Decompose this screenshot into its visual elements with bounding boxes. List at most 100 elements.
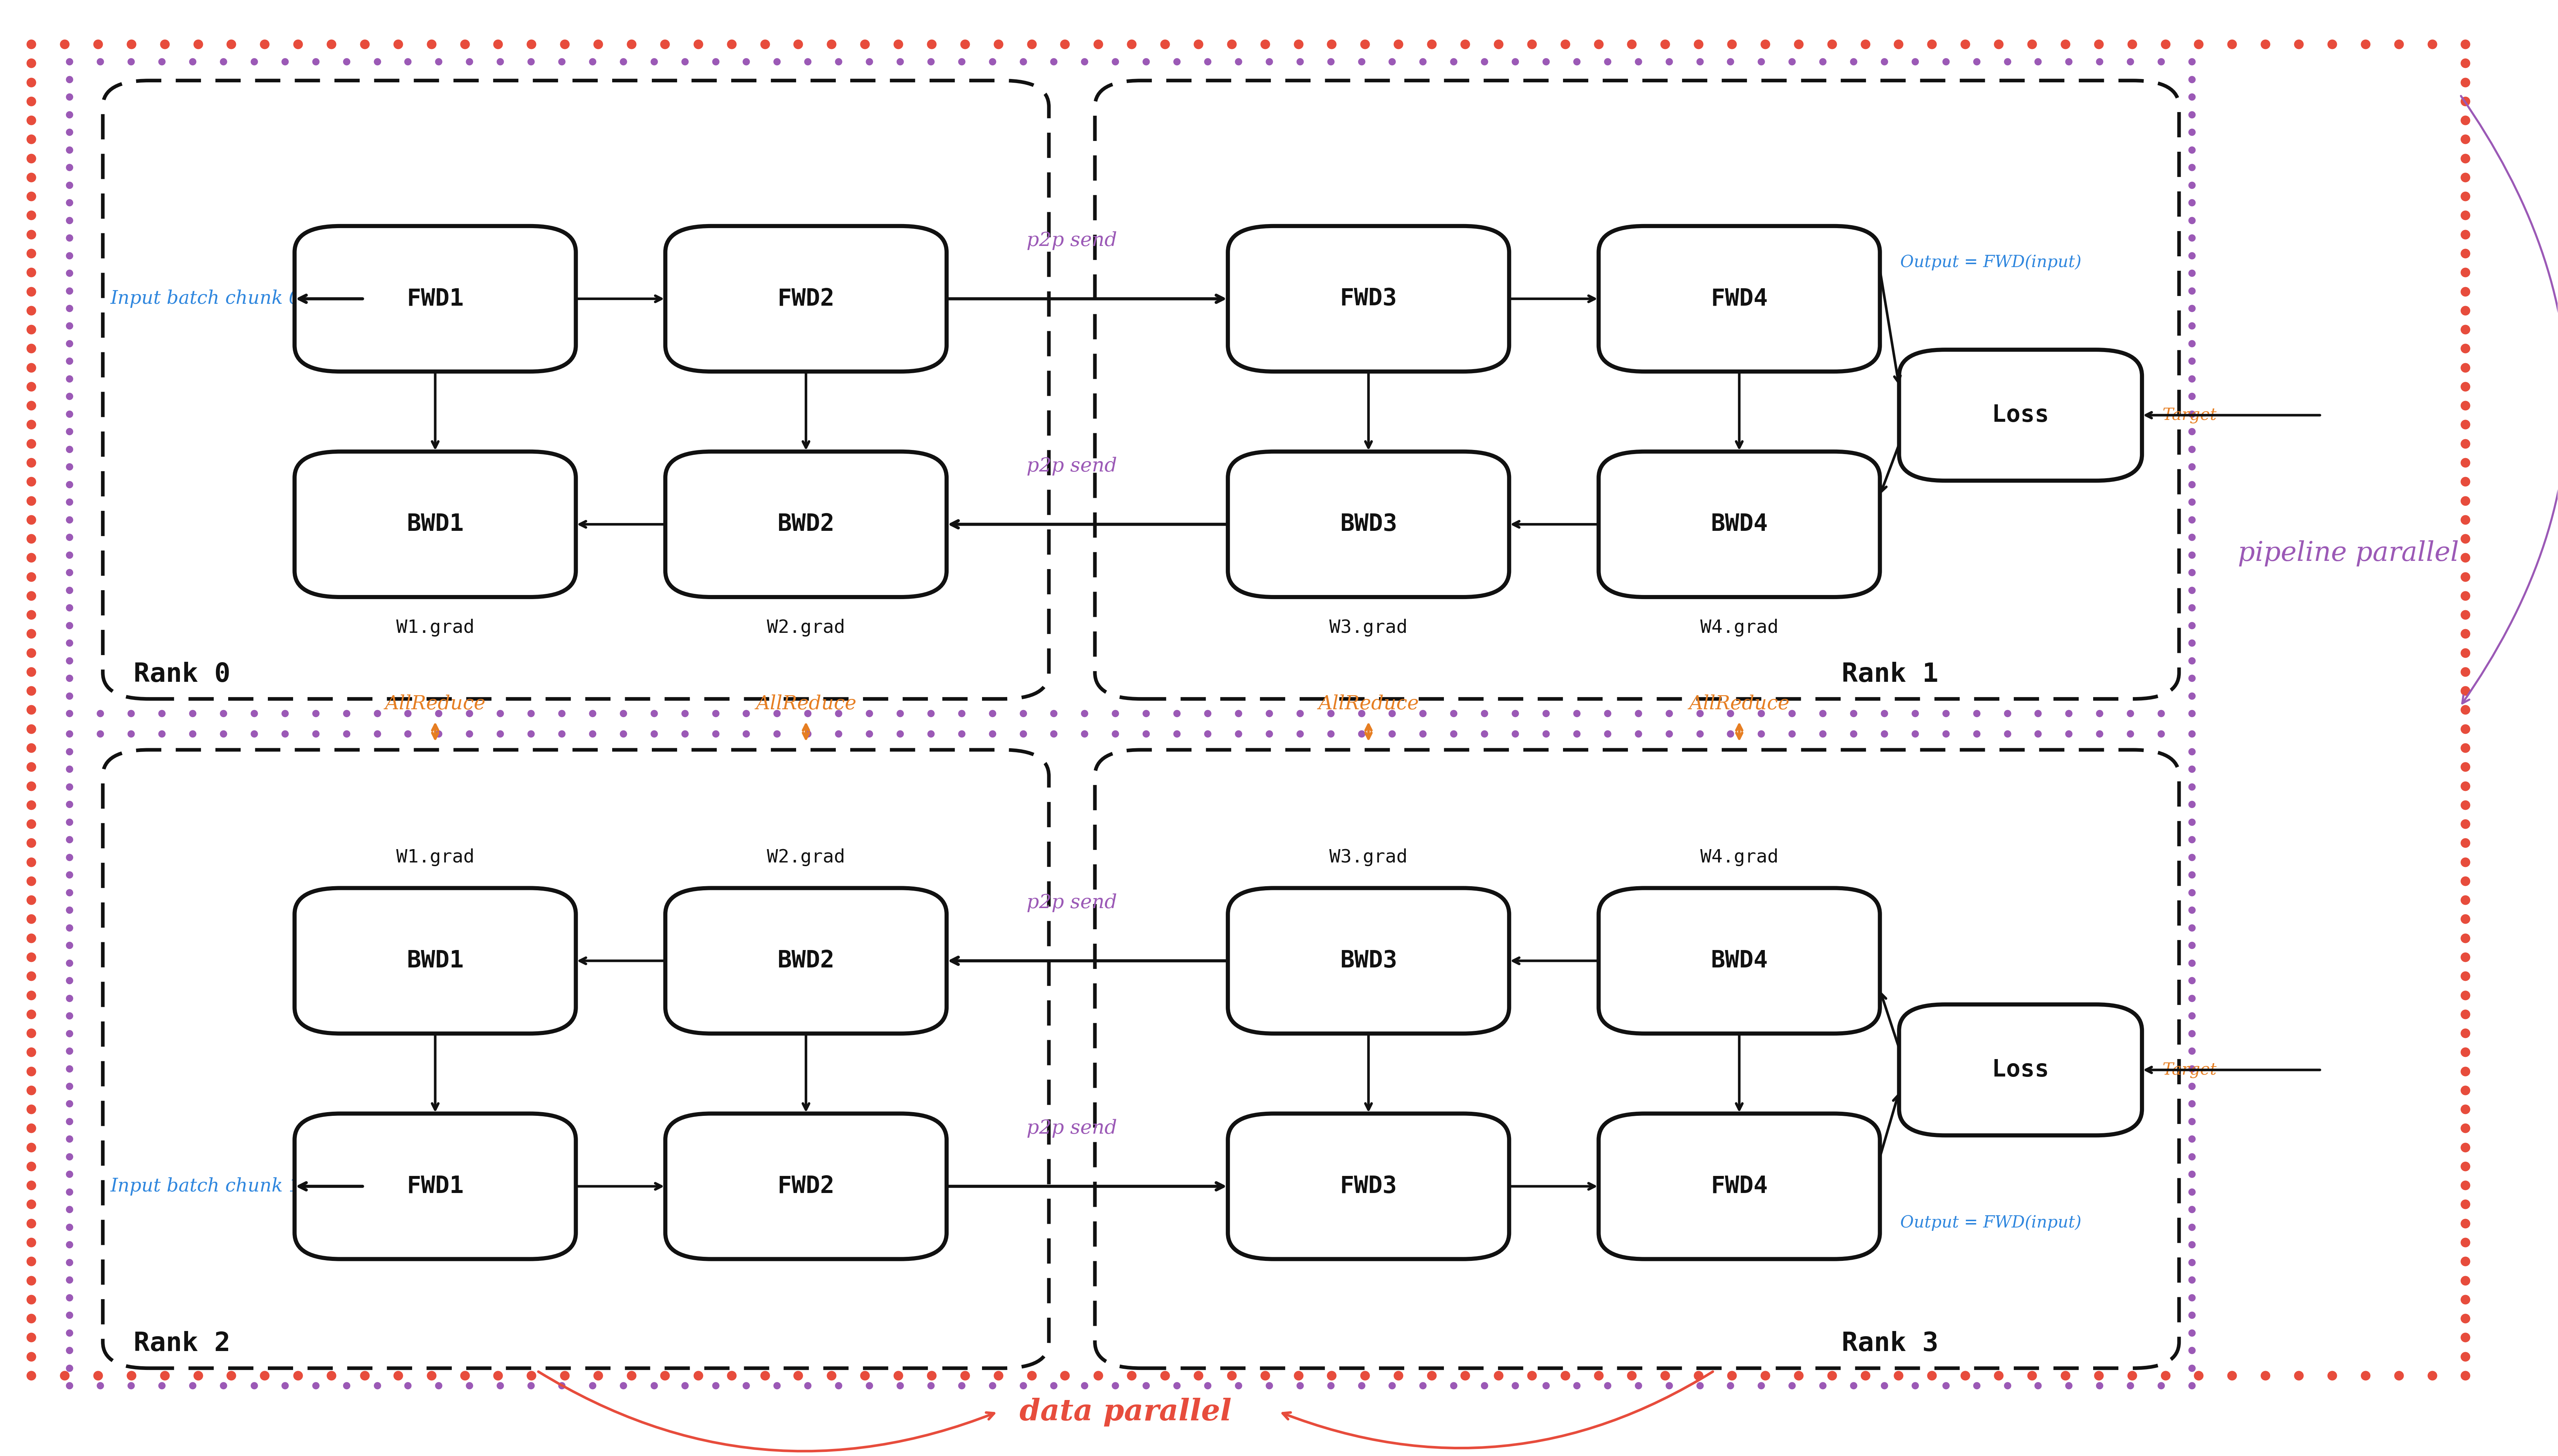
Point (604, 702, 645, 725)
Point (49, 740, 90, 763)
Point (10, 1079, 51, 1102)
Point (611, 1364, 652, 1388)
Text: FWD4: FWD4 (1711, 287, 1768, 310)
Point (202, 50, 243, 73)
Point (2445, 70, 2486, 93)
FancyBboxPatch shape (1599, 1114, 1880, 1259)
Point (726, 1374, 767, 1398)
Point (1248, 1374, 1289, 1398)
Text: pipeline parallel: pipeline parallel (2238, 540, 2458, 566)
Point (2445, 1287, 2486, 1310)
Point (10, 1192, 51, 1216)
Point (819, 702, 859, 725)
Point (2172, 50, 2213, 73)
Point (2279, 1364, 2320, 1388)
Point (10, 1174, 51, 1197)
Point (49, 1022, 90, 1045)
Point (10, 907, 51, 930)
Point (1279, 722, 1320, 745)
Text: p2p send: p2p send (1026, 1118, 1118, 1137)
Point (325, 1374, 366, 1398)
Point (1709, 722, 1750, 745)
Point (110, 722, 151, 745)
Point (2379, 32, 2420, 55)
Point (2141, 1374, 2182, 1398)
Point (1248, 702, 1289, 725)
Text: Output = FWD(input): Output = FWD(input) (1901, 255, 2082, 271)
Point (512, 722, 553, 745)
Point (2172, 846, 2213, 869)
Point (665, 1374, 706, 1398)
Point (1926, 1374, 1967, 1398)
Point (604, 50, 645, 73)
Point (49, 297, 90, 320)
Point (1310, 702, 1351, 725)
Point (1187, 702, 1228, 725)
Point (1218, 702, 1259, 725)
Point (578, 32, 619, 55)
Point (450, 722, 491, 745)
Point (2172, 103, 2213, 127)
Point (49, 986, 90, 1009)
Point (356, 722, 396, 745)
Point (49, 243, 90, 266)
Point (10, 1268, 51, 1291)
Text: W1.grad: W1.grad (396, 619, 473, 636)
Point (811, 32, 852, 55)
Text: Rank 3: Rank 3 (1842, 1331, 1939, 1357)
Point (1834, 1374, 1875, 1398)
Point (1064, 722, 1105, 745)
Point (1246, 1364, 1287, 1388)
Point (1988, 702, 2028, 725)
Point (1811, 1364, 1852, 1388)
Point (49, 898, 90, 922)
Point (1064, 1374, 1105, 1398)
Point (2172, 438, 2213, 462)
Point (412, 1364, 453, 1388)
Point (10, 1249, 51, 1273)
Point (1312, 32, 1353, 55)
Point (2172, 1198, 2213, 1222)
Point (2172, 297, 2213, 320)
Point (2445, 1136, 2486, 1159)
Point (2445, 699, 2486, 722)
Point (2044, 32, 2085, 55)
Point (911, 32, 952, 55)
Point (2172, 456, 2213, 479)
Point (844, 32, 885, 55)
Point (1742, 1374, 1783, 1398)
FancyBboxPatch shape (665, 451, 946, 597)
Point (573, 702, 614, 725)
Point (49, 632, 90, 655)
Point (312, 1364, 353, 1388)
Text: Input batch chunk 0: Input batch chunk 0 (110, 290, 302, 309)
Point (1095, 1374, 1136, 1398)
Point (744, 32, 785, 55)
Point (379, 32, 420, 55)
Point (2110, 722, 2151, 745)
Point (2172, 722, 2213, 745)
Point (1210, 32, 1251, 55)
Point (2172, 1374, 2213, 1398)
Point (1033, 722, 1074, 745)
Text: Output = FWD(input): Output = FWD(input) (1901, 1214, 2082, 1230)
Point (696, 50, 737, 73)
Point (10, 1003, 51, 1026)
Point (696, 722, 737, 745)
Point (171, 1374, 212, 1398)
Point (49, 1162, 90, 1185)
Point (2445, 1249, 2486, 1273)
Point (678, 1364, 719, 1388)
Point (1988, 50, 2028, 73)
Point (2445, 527, 2486, 550)
Point (788, 1374, 829, 1398)
Point (49, 543, 90, 566)
Point (696, 1374, 737, 1398)
Text: FWD3: FWD3 (1340, 1175, 1397, 1198)
Point (79, 702, 120, 725)
Point (542, 702, 583, 725)
Point (1895, 1374, 1936, 1398)
Point (110, 50, 151, 73)
Point (294, 1374, 335, 1398)
Point (1834, 50, 1875, 73)
